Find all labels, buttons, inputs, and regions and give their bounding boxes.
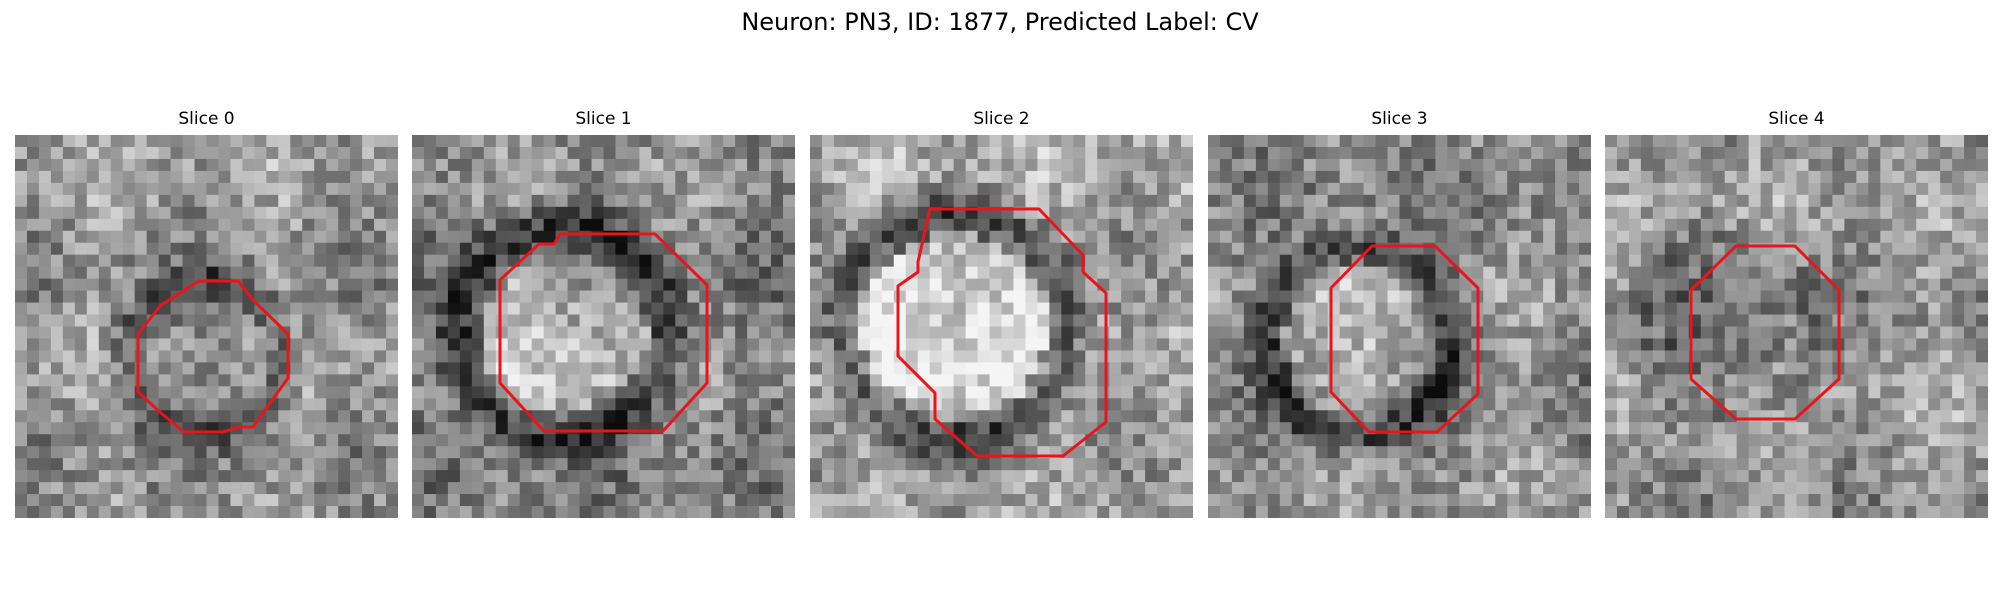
slice-title: Slice 2	[973, 109, 1030, 129]
contour-outline	[896, 207, 1108, 458]
slice-title: Slice 3	[1371, 109, 1428, 129]
slice-title: Slice 1	[575, 109, 632, 129]
contour-outline	[498, 232, 709, 433]
slice-image	[1605, 135, 1988, 518]
slice-panel-1: Slice 1	[412, 108, 795, 520]
slice-panel-4: Slice 4	[1605, 108, 1988, 520]
slice-title: Slice 4	[1768, 109, 1825, 129]
slice-panel-0: Slice 0	[15, 108, 398, 520]
slice-panel-3: Slice 3	[1208, 108, 1591, 520]
slice-image	[412, 135, 795, 518]
slice-image	[810, 135, 1193, 518]
slice-image	[1208, 135, 1591, 518]
slice-panel-2: Slice 2	[810, 108, 1193, 520]
slice-title: Slice 0	[178, 109, 235, 129]
figure-title: Neuron: PN3, ID: 1877, Predicted Label: …	[741, 8, 1259, 36]
contour-outline	[1689, 244, 1841, 421]
contour-outline	[136, 279, 290, 434]
contour-outline	[1329, 244, 1480, 434]
slice-image	[15, 135, 398, 518]
